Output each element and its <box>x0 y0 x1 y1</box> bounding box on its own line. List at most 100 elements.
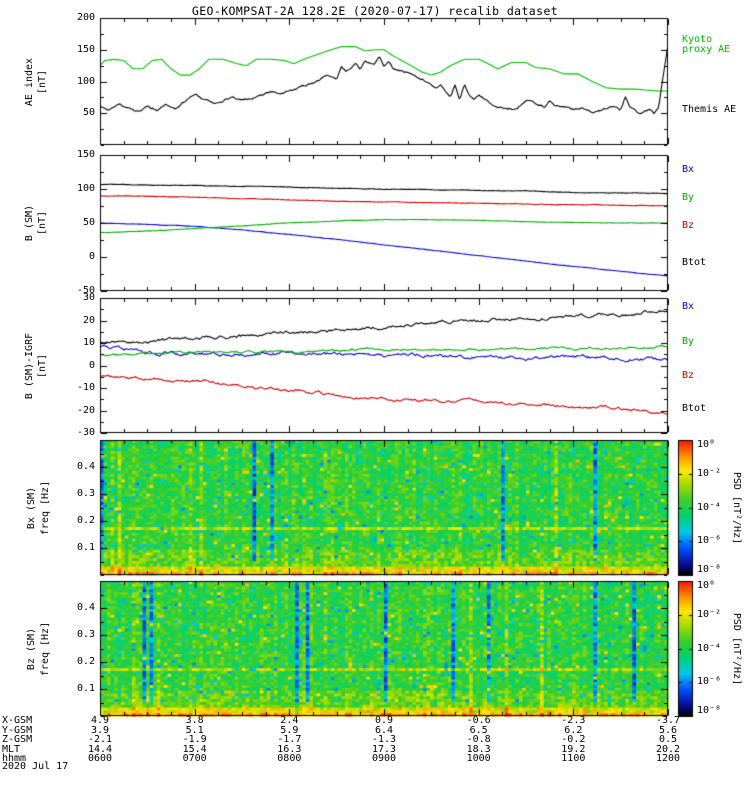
axis-row-label: Z-GSM <box>2 734 33 745</box>
freq-tick-label: 0.1 <box>76 542 95 553</box>
axis-row-value: -1.7 <box>277 734 302 745</box>
axis-row-value: 1000 <box>466 753 491 764</box>
legend-btot: Btot <box>682 403 707 414</box>
axis-row-value: 5.1 <box>185 724 204 736</box>
y-tick-label: 0 <box>88 251 95 262</box>
axis-row-value: -3.7 <box>655 715 681 726</box>
colorbar-tick-label: 10⁻⁴ <box>697 642 722 654</box>
ae-ylabel: AE index <box>24 57 35 107</box>
axis-row-value: 0.5 <box>658 734 678 745</box>
axis-row-value: 0900 <box>371 753 397 764</box>
axis-row-label: hhmm <box>2 753 27 764</box>
legend-bx: Bx <box>682 164 695 175</box>
chart-title: GEO-KOMPSAT-2A 128.2E (2020-07-17) recal… <box>191 4 559 18</box>
axis-row-value: 5.9 <box>280 724 299 736</box>
y-tick-label: 50 <box>82 107 95 119</box>
y-tick-label: 0 <box>88 359 95 371</box>
y-tick-label: 100 <box>76 183 95 194</box>
axis-row-value: -1.9 <box>182 734 207 745</box>
bsm-ylabel-units: [nT] <box>37 210 48 236</box>
freq-tick-label: 0.3 <box>76 629 95 640</box>
freq-tick-label: 0.2 <box>76 515 95 526</box>
axis-row-value: 2.4 <box>280 715 299 726</box>
y-tick-label: 20 <box>82 314 95 326</box>
axis-row-value: 15.4 <box>182 743 207 755</box>
axis-row-value: 14.4 <box>87 743 113 755</box>
axis-row-value: 1200 <box>655 753 681 764</box>
y-tick-label: 150 <box>76 43 95 55</box>
y-tick-label: -20 <box>76 404 95 416</box>
legend-bx: Bx <box>682 301 695 312</box>
specx-colorbar-label: PSD [nT²/Hz] <box>731 471 742 545</box>
axis-row-value: 0800 <box>277 753 302 764</box>
legend-by: By <box>682 192 695 203</box>
axis-row-value: 6.2 <box>564 724 583 736</box>
y-tick-label: -10 <box>76 382 95 393</box>
axis-row-value: 3.8 <box>185 715 204 726</box>
axis-row-value: 17.3 <box>371 743 397 755</box>
axis-row-value: 20.2 <box>655 743 681 755</box>
colorbar-tick-label: 10⁻⁸ <box>697 564 722 575</box>
freq-tick-label: 0.1 <box>76 683 95 694</box>
specx-freq-label: freq [Hz] <box>40 480 51 536</box>
legend-bz: Bz <box>682 220 695 231</box>
y-tick-label: 100 <box>76 75 95 87</box>
bsm-ylabel: B (SM) <box>24 204 35 242</box>
colorbar-tick-label: 10⁻⁴ <box>697 501 722 513</box>
freq-tick-label: 0.2 <box>76 656 95 667</box>
axis-row-value: -2.3 <box>561 715 586 726</box>
colorbar-tick-label: 10⁻² <box>697 608 722 620</box>
colorbar-tick-label: 10⁻⁶ <box>697 676 722 688</box>
axis-row-value: -1.3 <box>371 734 397 745</box>
axis-row-label: MLT <box>2 743 21 755</box>
colorbar-tick-label: 10⁻⁸ <box>697 705 722 716</box>
igrf-ylabel: B (SM)-IGRF <box>24 332 35 400</box>
axis-row-value: 1100 <box>561 753 586 764</box>
y-tick-label: 150 <box>76 149 95 160</box>
specx-ylabel: Bx (SM) <box>26 486 37 530</box>
legend-themis-ae: Themis AE <box>682 104 737 115</box>
axis-row-value: 0.9 <box>374 715 394 726</box>
colorbar-tick-label: 10⁰ <box>697 439 716 450</box>
igrf-ylabel-units: [nT] <box>37 353 48 379</box>
axis-row-value: 0600 <box>87 753 113 764</box>
y-tick-label: 50 <box>82 217 95 228</box>
axis-row-value: -2.1 <box>87 734 113 745</box>
y-tick-label: -50 <box>76 285 95 296</box>
y-tick-label: 30 <box>82 292 95 303</box>
freq-tick-label: 0.4 <box>76 461 95 472</box>
axis-row-value: 6.5 <box>469 724 488 736</box>
specz-freq-label: freq [Hz] <box>40 621 51 677</box>
axis-row-value: 6.4 <box>374 724 394 736</box>
axis-row-value: -0.2 <box>561 734 586 745</box>
colorbar-tick-label: 10⁻⁶ <box>697 535 722 547</box>
axis-row-label: X-GSM <box>2 715 33 726</box>
ae-ylabel-units: [nT] <box>37 69 48 95</box>
axis-row-value: -0.8 <box>466 734 491 745</box>
y-tick-label: 10 <box>82 337 95 348</box>
colorbar-tick-label: 10⁰ <box>697 580 716 591</box>
axis-row-value: 16.3 <box>277 743 302 755</box>
colorbar-tick-label: 10⁻² <box>697 467 722 479</box>
specz-colorbar-label: PSD [nT²/Hz] <box>731 612 742 686</box>
axis-row-value: -0.6 <box>466 715 491 726</box>
legend-by: By <box>682 336 695 347</box>
axis-row-label: Y-GSM <box>2 724 33 736</box>
y-tick-label: -30 <box>76 427 95 438</box>
legend-proxy-ae: proxy AE <box>682 44 731 55</box>
freq-tick-label: 0.3 <box>76 488 95 499</box>
specz-ylabel: Bz (SM) <box>26 627 37 671</box>
axis-row-value: 4.9 <box>90 715 110 726</box>
freq-tick-label: 0.4 <box>76 602 95 613</box>
date-label: 2020 Jul 17 <box>2 761 69 772</box>
axis-row-value: 3.9 <box>90 724 110 736</box>
axis-row-value: 0700 <box>182 753 207 764</box>
y-tick-label: 200 <box>76 12 95 23</box>
legend-kyoto: Kyoto <box>682 34 713 45</box>
legend-btot: Btot <box>682 257 707 268</box>
axis-row-value: 18.3 <box>466 743 491 755</box>
legend-bz: Bz <box>682 370 695 381</box>
axis-row-value: 5.6 <box>658 724 678 736</box>
